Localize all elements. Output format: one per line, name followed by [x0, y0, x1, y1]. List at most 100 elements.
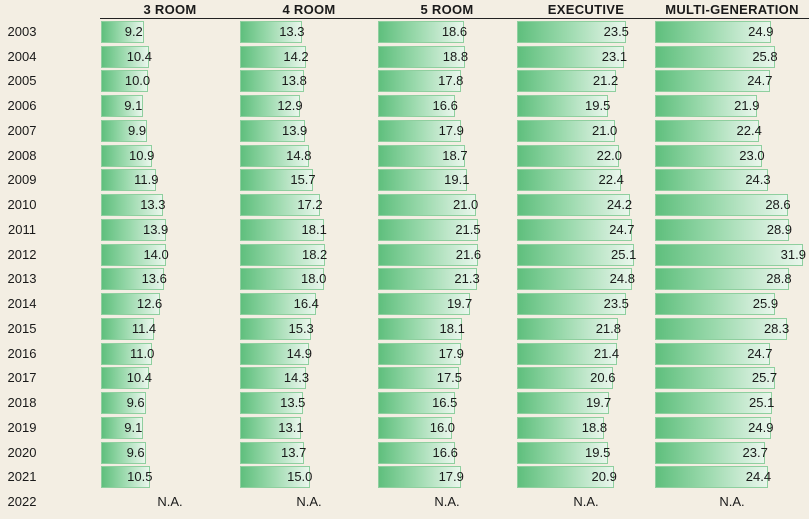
data-value-label: 31.9 [780, 246, 806, 262]
data-bar [240, 95, 300, 118]
data-value-label: 24.9 [748, 24, 774, 39]
data-value-label: 17.9 [438, 122, 464, 138]
year-label: 2012 [7, 246, 37, 262]
data-bar [240, 169, 313, 192]
year-label: 2021 [7, 469, 37, 485]
data-bar [655, 392, 772, 415]
data-bar [240, 243, 325, 266]
data-bar [655, 317, 787, 340]
data-bar [517, 243, 634, 266]
na-label: N.A. [434, 494, 460, 510]
data-bar [101, 243, 167, 266]
data-value-label: 9.2 [124, 24, 143, 39]
data-bar [101, 317, 154, 340]
data-bar [655, 144, 762, 167]
data-bar [101, 268, 165, 291]
data-bar [378, 169, 467, 192]
year-label: 2022 [7, 494, 37, 510]
data-value-label: 24.7 [609, 221, 635, 237]
data-bar [240, 441, 304, 464]
data-value-label: 18.0 [301, 271, 327, 287]
data-value-label: 22.0 [596, 147, 622, 163]
data-value-label: 9.6 [126, 395, 145, 411]
year-label: 2008 [7, 147, 37, 163]
data-value-label: 16.6 [432, 98, 458, 114]
data-value-label: 21.6 [455, 246, 482, 262]
data-bar [101, 194, 163, 217]
data-bar [101, 367, 150, 390]
data-value-label: 13.6 [141, 271, 167, 287]
year-label: 2018 [7, 395, 37, 411]
data-value-label: 18.8 [442, 48, 469, 64]
data-value-label: 25.7 [751, 370, 778, 386]
data-value-label: 19.7 [585, 395, 612, 411]
data-bar [517, 293, 627, 316]
data-bar [655, 119, 760, 142]
year-label: 2007 [7, 122, 37, 138]
data-value-label: 17.9 [438, 345, 464, 361]
na-label: N.A. [296, 494, 322, 510]
data-bar [655, 218, 790, 241]
data-bar [378, 268, 478, 291]
data-value-label: 20.6 [590, 370, 616, 386]
data-value-label: 25.8 [752, 48, 778, 64]
data-value-label: 13.9 [281, 122, 308, 138]
data-bar [655, 342, 770, 365]
data-bar [378, 45, 466, 68]
data-value-label: 13.5 [280, 395, 306, 411]
data-value-label: 25.9 [752, 296, 779, 312]
data-bar [378, 119, 462, 142]
data-value-label: 21.4 [593, 345, 620, 361]
year-label: 2016 [7, 345, 37, 361]
year-label: 2017 [7, 370, 37, 386]
year-label: 2006 [7, 98, 37, 114]
data-bar [517, 466, 615, 489]
data-bar [655, 169, 768, 192]
data-value-label: 17.8 [438, 73, 464, 89]
data-value-label: 21.9 [734, 98, 760, 114]
data-bar [101, 293, 160, 316]
data-value-label: 19.7 [446, 296, 473, 312]
data-bar [101, 466, 150, 489]
year-label: 2014 [7, 296, 37, 312]
data-value-label: 13.3 [279, 24, 305, 39]
data-bar [240, 317, 312, 340]
data-bar [655, 70, 770, 93]
data-bar [101, 70, 148, 93]
data-value-label: 28.3 [763, 320, 790, 336]
year-label: 2013 [7, 271, 37, 287]
data-bar [378, 342, 462, 365]
data-bar [240, 342, 310, 365]
data-value-label: 9.9 [127, 122, 147, 138]
data-value-label: 16.6 [432, 444, 458, 460]
data-value-label: 14.0 [143, 246, 169, 262]
data-bar [517, 95, 608, 118]
data-bar [517, 169, 622, 192]
data-value-label: 12.9 [277, 98, 303, 114]
data-value-label: 11.9 [134, 172, 159, 188]
data-bar [240, 119, 305, 142]
data-value-label: 21.2 [592, 73, 619, 89]
data-value-label: 24.4 [745, 469, 772, 485]
data-value-label: 23.0 [739, 147, 765, 163]
data-value-label: 21.8 [595, 320, 622, 336]
data-bar [378, 144, 465, 167]
data-value-label: 10.4 [126, 48, 153, 64]
year-label: 2010 [7, 197, 37, 213]
column-header: EXECUTIVE [547, 2, 625, 17]
data-value-label: 18.1 [439, 320, 465, 336]
data-value-label: 10.4 [126, 370, 153, 386]
data-bar [655, 243, 804, 266]
year-label: 2011 [8, 221, 36, 237]
data-value-label: 11.0 [129, 345, 155, 361]
data-bar [378, 367, 460, 390]
year-label: 2020 [7, 444, 37, 460]
data-value-label: 14.9 [286, 345, 312, 361]
data-bar [101, 169, 157, 192]
data-bar [517, 218, 632, 241]
na-label: N.A. [157, 494, 183, 510]
data-value-label: 25.1 [749, 395, 775, 411]
data-value-label: 23.5 [603, 24, 629, 39]
data-bar [378, 95, 456, 118]
